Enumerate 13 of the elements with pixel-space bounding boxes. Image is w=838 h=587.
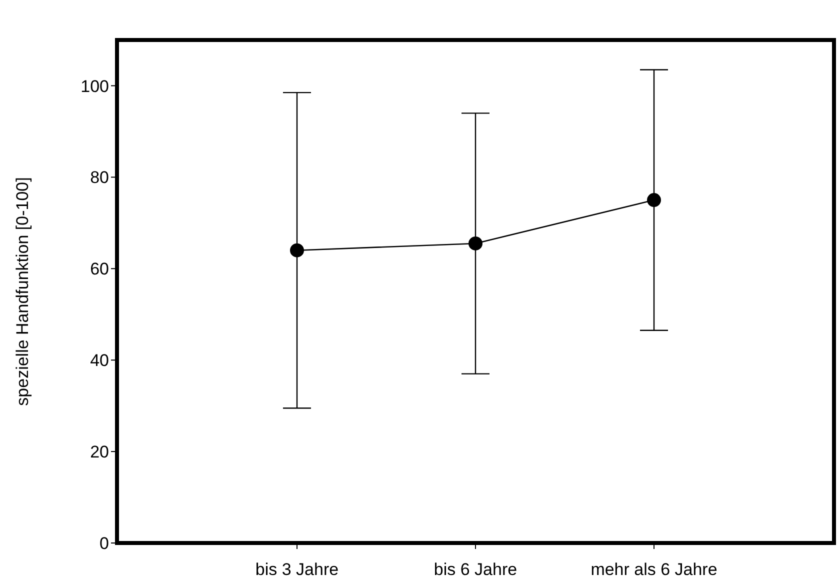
x-tick-label: bis 6 Jahre — [434, 560, 518, 580]
x-tick-label: mehr als 6 Jahre — [590, 560, 718, 580]
x-tick-label: bis 3 Jahre — [255, 560, 339, 580]
y-tick-label: 60 — [90, 260, 109, 279]
y-tick-label: 80 — [90, 168, 109, 188]
y-tick-label: 100 — [80, 76, 109, 96]
y-tick-label: 20 — [90, 442, 109, 462]
point — [290, 243, 304, 258]
y-tick-label: 40 — [90, 351, 109, 370]
y-axis-title: spezielle Handfunktion [0-100] — [13, 177, 32, 406]
point — [468, 236, 482, 250]
y-tick-label: 0 — [100, 534, 109, 554]
point — [647, 193, 661, 208]
